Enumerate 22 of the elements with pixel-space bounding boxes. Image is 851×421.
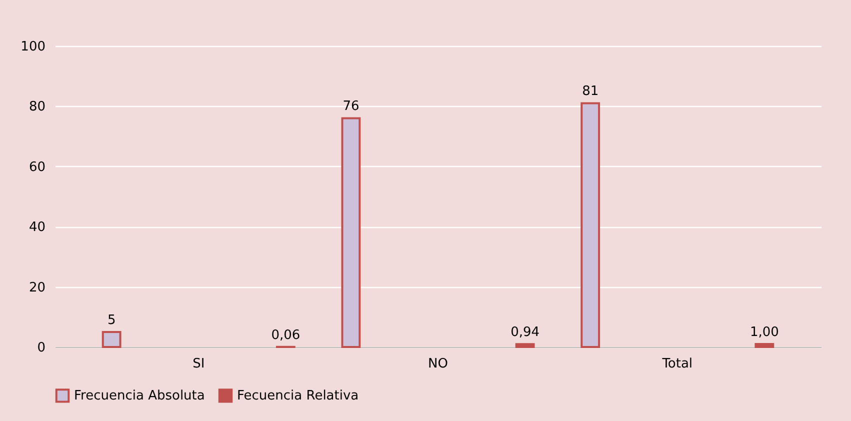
y-tick-label: 0 — [37, 340, 46, 356]
x-tick-label: SI — [192, 356, 205, 372]
data-label: 1,00 — [750, 324, 779, 340]
legend-label: Fecuencia Relativa — [237, 388, 359, 404]
data-label: 0,94 — [510, 325, 540, 340]
y-tick-label: 100 — [20, 40, 46, 54]
bar — [580, 102, 600, 348]
y-tick-label: 20 — [28, 280, 46, 296]
legend-label: Frecuencia Absoluta — [74, 388, 205, 404]
bar — [341, 117, 361, 348]
y-tick-label: 60 — [28, 160, 46, 175]
data-label: 76 — [342, 99, 360, 114]
x-tick-label: NO — [428, 356, 448, 372]
y-tick-label: 40 — [28, 220, 46, 236]
y-tick-label: 80 — [28, 100, 46, 115]
data-label: 81 — [582, 84, 599, 100]
bar — [102, 330, 122, 348]
bar — [754, 342, 774, 348]
bar — [515, 343, 535, 348]
x-tick-label: Total — [661, 356, 693, 372]
data-label: 0,06 — [271, 328, 300, 343]
data-label: 5 — [107, 312, 116, 328]
